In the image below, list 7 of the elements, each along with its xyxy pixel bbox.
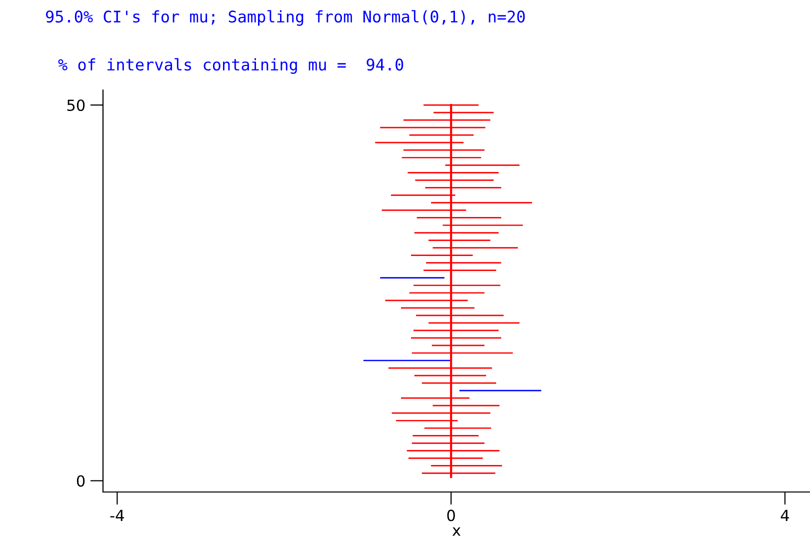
y-tick-label: 50 <box>67 99 85 112</box>
x-tick-label: 0 <box>447 510 455 522</box>
x-axis-title: x <box>452 527 461 536</box>
x-tick-label: 4 <box>780 510 789 521</box>
chart-title: 95.0% CI's for mu; Sampling from Normal(0,1), n=20 <box>46 10 525 26</box>
x-tick-label: -4 <box>110 510 124 521</box>
chart-subtitle: % of intervals containing mu = 94.0 <box>58 58 404 74</box>
